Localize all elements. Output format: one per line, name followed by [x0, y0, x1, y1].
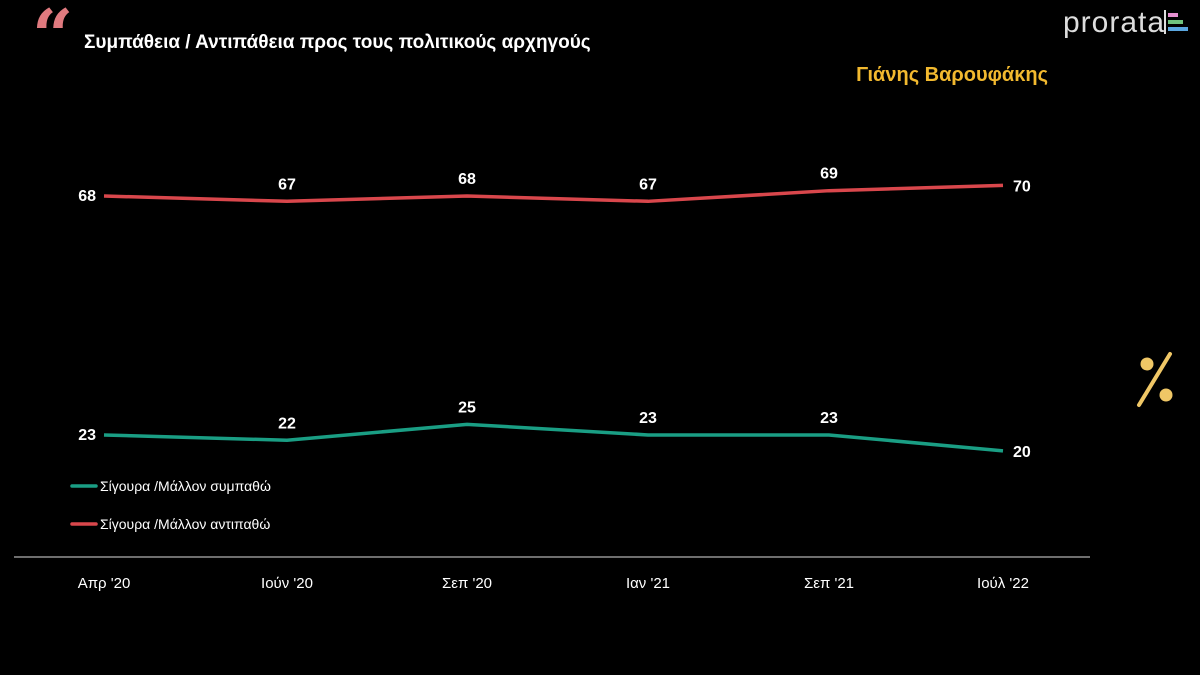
data-label: 67 [278, 176, 296, 193]
x-tick-label: Απρ '20 [78, 575, 131, 592]
data-label: 69 [820, 166, 838, 183]
x-tick-label: Σεπ '20 [442, 575, 492, 592]
quote-icon: “ [32, 0, 74, 78]
percent-icon [1137, 352, 1173, 407]
series-line-sympathy [103, 422, 1004, 453]
person-name: Γιάνης Βαρουφάκης [856, 64, 1048, 86]
data-label: 68 [458, 171, 476, 188]
data-label: 25 [458, 399, 476, 416]
legend-label: Σίγουρα /Μάλλον συμπαθώ [100, 478, 271, 494]
data-label: 67 [639, 176, 657, 193]
data-label: 68 [78, 188, 96, 205]
x-tick-label: Ιαν '21 [626, 575, 670, 592]
logo-bars-icon [1164, 10, 1188, 34]
legend-label: Σίγουρα /Μάλλον αντιπαθώ [100, 516, 270, 532]
data-label: 23 [78, 427, 96, 444]
data-label: 23 [820, 410, 838, 427]
series-line-antipathy [103, 183, 1004, 204]
data-label: 22 [278, 415, 296, 432]
x-tick-label: Ιούλ '22 [977, 575, 1029, 592]
data-label: 23 [639, 410, 657, 427]
x-tick-label: Ιούν '20 [261, 575, 313, 592]
x-tick-label: Σεπ '21 [804, 575, 854, 592]
data-label: 20 [1013, 444, 1031, 461]
data-label: 70 [1013, 178, 1031, 195]
logo: prorata [1063, 6, 1166, 39]
page-title: Συμπάθεια / Αντιπάθεια προς τους πολιτικ… [84, 32, 591, 53]
